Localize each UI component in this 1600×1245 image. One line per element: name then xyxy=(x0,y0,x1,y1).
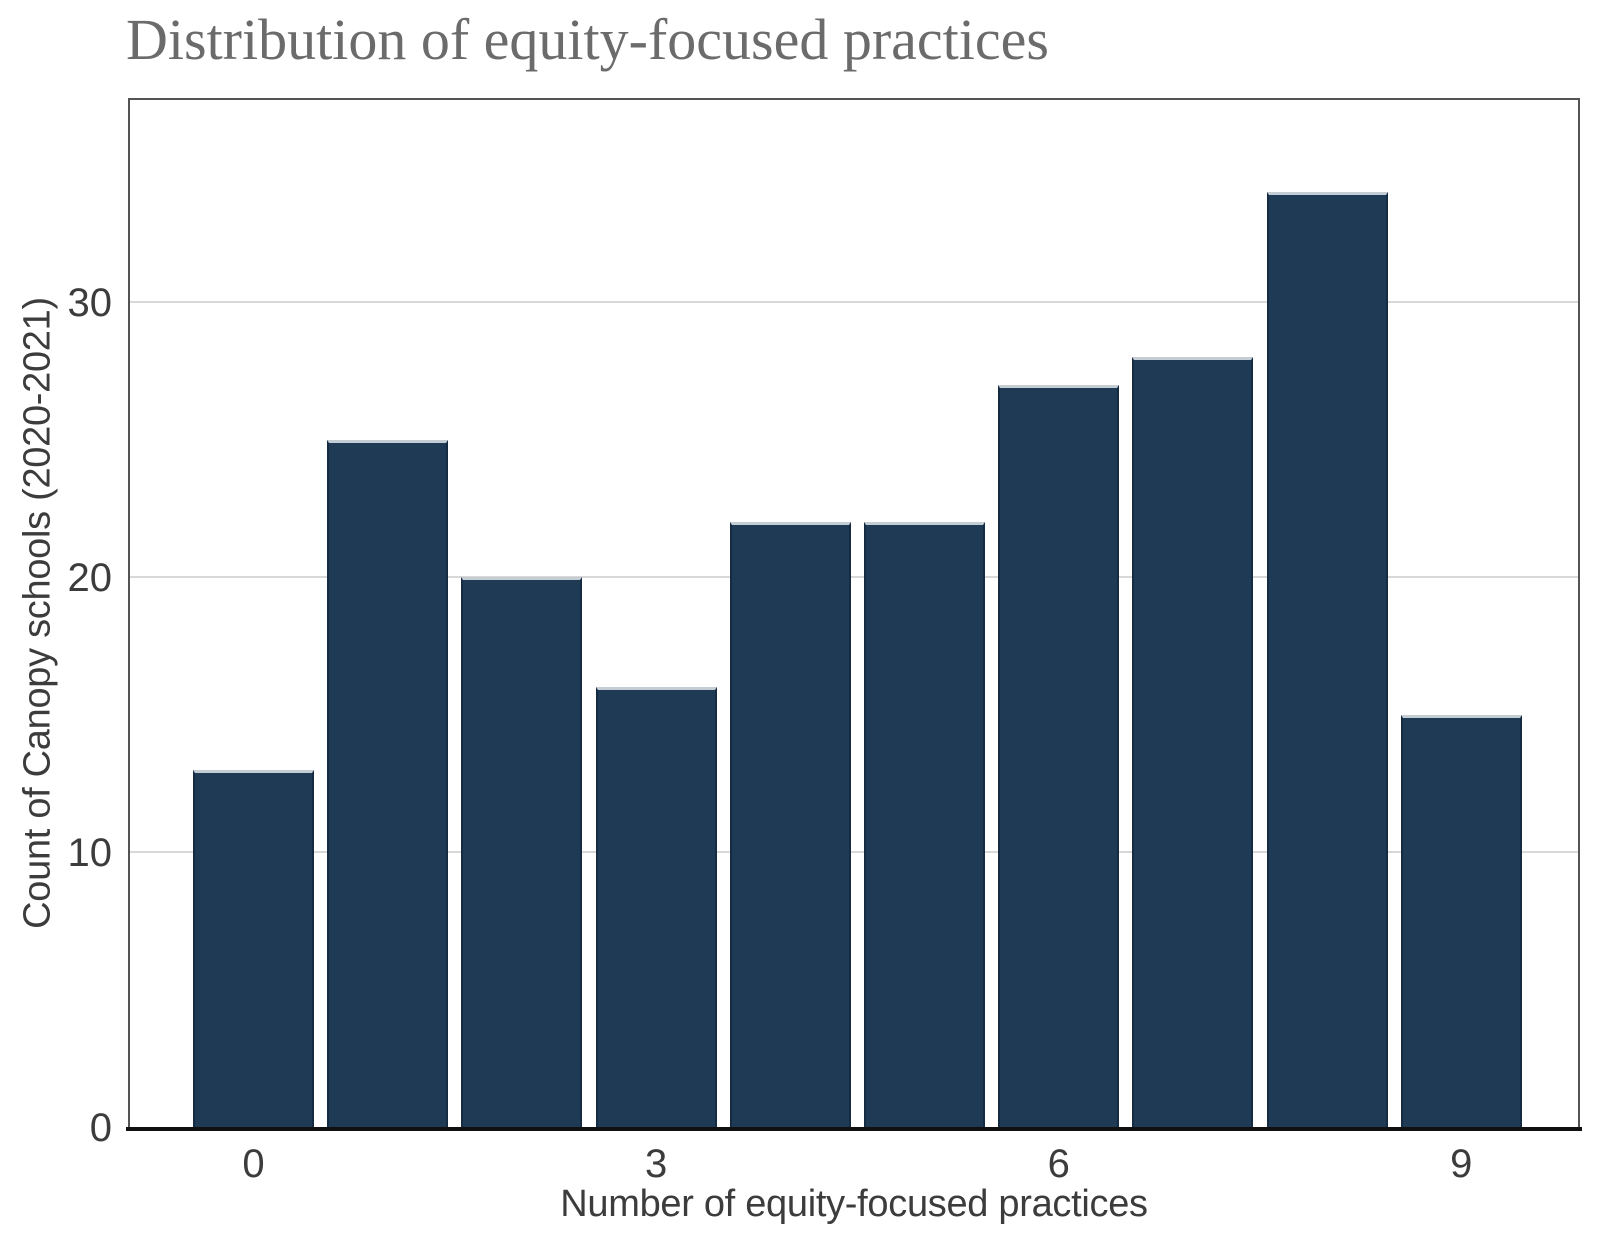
chart-title: Distribution of equity-focused practices xyxy=(126,7,1049,72)
histogram-bar-8 xyxy=(1266,192,1388,1129)
x-tick-label-6: 6 xyxy=(1047,1142,1070,1186)
histogram-bar-1 xyxy=(327,439,449,1129)
plot-panel xyxy=(128,98,1580,1129)
y-axis-title: Count of Canopy schools (2020-2021) xyxy=(16,297,59,929)
gridline-30 xyxy=(130,301,1578,303)
histogram-bar-2 xyxy=(461,577,583,1129)
gridline-10 xyxy=(130,851,1578,853)
histogram-bar-6 xyxy=(998,384,1120,1129)
x-tick-label-9: 9 xyxy=(1450,1142,1473,1186)
y-tick-label-20: 20 xyxy=(67,556,113,600)
gridline-20 xyxy=(130,576,1578,578)
histogram-bar-0 xyxy=(193,769,314,1129)
y-tick-label-30: 30 xyxy=(67,281,113,325)
histogram-bar-5 xyxy=(864,522,985,1129)
histogram-bar-9 xyxy=(1400,714,1522,1129)
plot-area xyxy=(130,100,1578,1129)
x-tick-label-3: 3 xyxy=(644,1142,668,1186)
y-tick-label-10: 10 xyxy=(67,831,113,875)
histogram-bar-4 xyxy=(729,522,851,1129)
x-tick-label-0: 0 xyxy=(242,1142,265,1186)
x-axis-title: Number of equity-focused practices xyxy=(560,1183,1148,1225)
histogram-bar-7 xyxy=(1132,357,1254,1129)
y-tick-label-0: 0 xyxy=(89,1106,112,1150)
histogram-bar-3 xyxy=(595,687,717,1129)
x-axis-line xyxy=(126,1127,1582,1131)
